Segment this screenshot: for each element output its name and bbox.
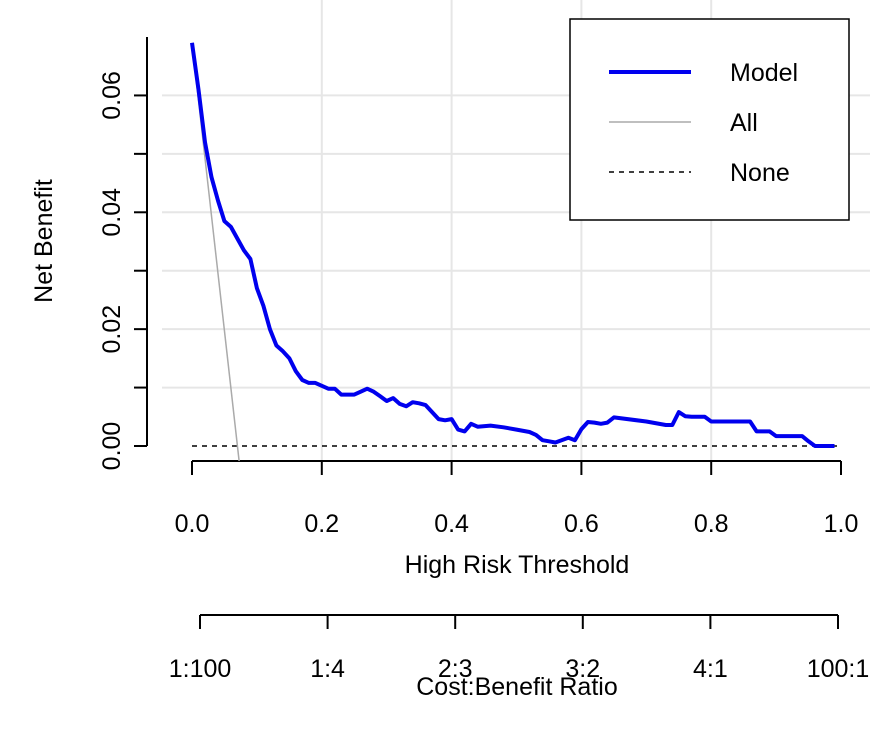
y-tick-label: 0.00 (98, 422, 126, 471)
secondary-tick-label: 100:1 (807, 655, 870, 683)
x-tick-label: 0.6 (564, 510, 599, 538)
secondary-tick-label: 2:3 (438, 655, 473, 683)
secondary-tick-label: 1:100 (169, 655, 232, 683)
secondary-axis-label: Cost:Benefit Ratio (416, 673, 618, 701)
y-axis-label: Net Benefit (30, 179, 58, 303)
legend-box (569, 18, 850, 221)
secondary-tick-label: 4:1 (693, 655, 728, 683)
legend-label-model: Model (730, 59, 798, 87)
y-tick-label: 0.04 (98, 188, 126, 237)
y-axis-ticks: 0.00 0.02 0.04 0.06 (98, 71, 147, 470)
y-tick-label: 0.06 (98, 71, 126, 120)
secondary-axis-ticks: 1:100 1:4 2:3 3:2 4:1 100:1 (169, 615, 870, 683)
x-tick-label: 0.4 (434, 510, 469, 538)
x-axis-label: High Risk Threshold (405, 551, 630, 579)
series-line-model (190, 42, 835, 448)
legend-label-all: All (730, 109, 758, 137)
x-axis-ticks: 0.0 0.2 0.4 0.6 0.8 1.0 (175, 461, 859, 538)
x-tick-label: 0.2 (304, 510, 339, 538)
secondary-tick-label: 1:4 (310, 655, 345, 683)
series-layer (190, 42, 841, 461)
x-tick-label: 1.0 (824, 510, 859, 538)
x-tick-label: 0.8 (694, 510, 729, 538)
legend: Model All None (569, 18, 850, 221)
x-tick-label: 0.0 (175, 510, 210, 538)
secondary-tick-label: 3:2 (565, 655, 600, 683)
legend-label-none: None (730, 159, 790, 187)
y-tick-label: 0.02 (98, 305, 126, 354)
